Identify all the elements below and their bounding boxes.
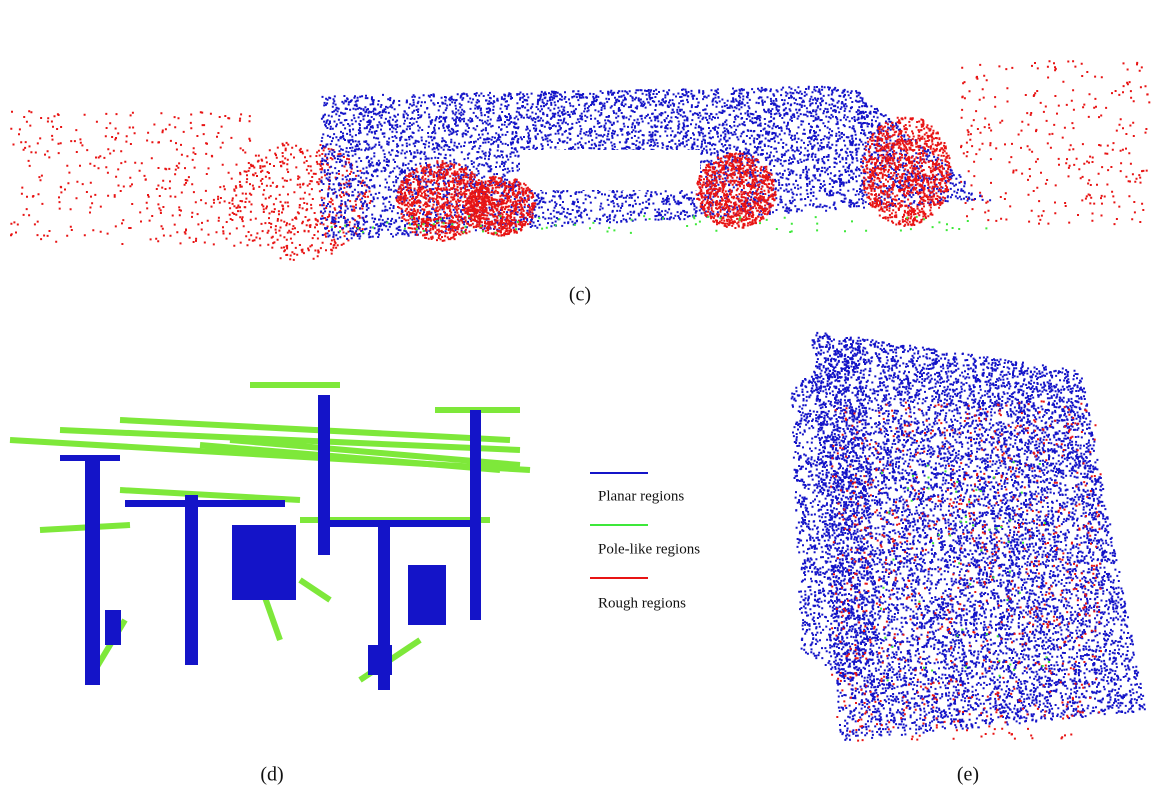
legend-label: Planar regions [598, 488, 684, 504]
point-clouds [0, 0, 1150, 742]
legend: Planar regions Pole-like regions Rough r… [590, 473, 700, 611]
legend-label: Pole-like regions [598, 541, 700, 557]
panel-label: (c) [569, 284, 591, 306]
point-cloud [791, 337, 880, 697]
point-cloud [10, 110, 251, 247]
legend-label: Rough regions [598, 595, 686, 611]
point-cloud [231, 142, 371, 261]
point-cloud [960, 60, 1150, 225]
figure: Planar regions Pole-like regions Rough r… [0, 0, 1161, 796]
panel-label: (e) [957, 764, 979, 786]
panel-label: (d) [260, 764, 283, 786]
point-cloud [396, 160, 487, 242]
substation-structure [10, 385, 530, 690]
point-cloud [860, 117, 951, 227]
gap [520, 150, 700, 190]
